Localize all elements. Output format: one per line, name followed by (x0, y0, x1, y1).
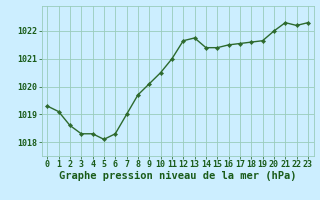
X-axis label: Graphe pression niveau de la mer (hPa): Graphe pression niveau de la mer (hPa) (59, 171, 296, 181)
